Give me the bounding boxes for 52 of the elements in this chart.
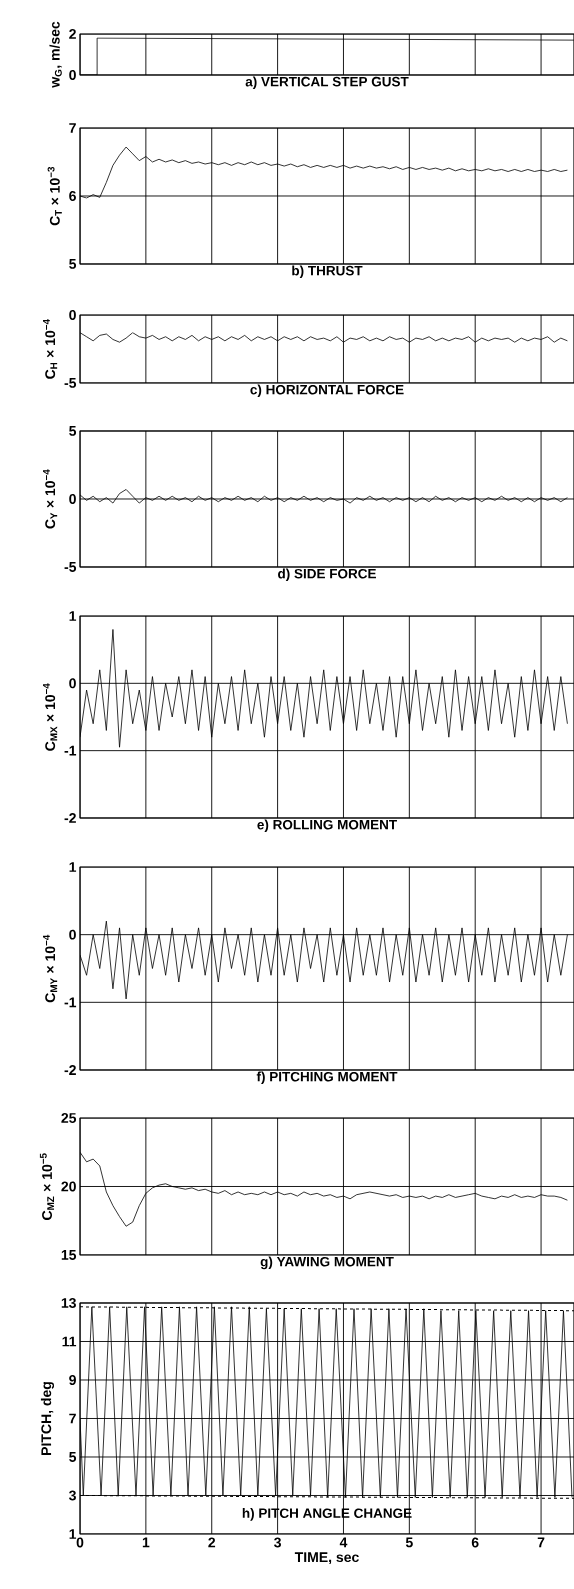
y-tick-label: 5 bbox=[69, 259, 77, 269]
x-tick-label: 1 bbox=[142, 1537, 150, 1548]
y-axis-title: C$_{MZ}$ × 10$^{−5}$ bbox=[39, 1153, 55, 1220]
y-axis-title: C$_{MY}$ × 10$^{−4}$ bbox=[43, 934, 58, 1003]
y-tick-label: 9 bbox=[69, 1375, 76, 1385]
y-axis-title: PITCH, deg bbox=[40, 1382, 55, 1455]
y-tick-label: 25 bbox=[61, 1113, 77, 1123]
x-axis-title: TIME, sec bbox=[294, 1552, 359, 1565]
y-tick-label: 20 bbox=[61, 1181, 76, 1192]
y-tick-label: 0 bbox=[69, 310, 76, 320]
y-tick-label: -5 bbox=[64, 562, 77, 572]
y-tick-label: 3 bbox=[68, 1490, 76, 1501]
y-tick-label: 0 bbox=[69, 678, 76, 689]
y-tick-label: 0 bbox=[69, 494, 76, 504]
y-tick-label: 2 bbox=[69, 29, 76, 39]
text: c) HORIZONTAL FORCE bbox=[250, 384, 404, 398]
text: a) VERTICAL STEP GUST bbox=[245, 76, 409, 90]
y-tick-label: 7 bbox=[69, 1413, 76, 1424]
x-tick-label: 4 bbox=[339, 1537, 348, 1548]
y-tick-label: 0 bbox=[69, 929, 76, 940]
x-tick-label: 2 bbox=[208, 1537, 216, 1548]
x-tick-label: 0 bbox=[76, 1537, 84, 1548]
y-tick-label: -1 bbox=[64, 745, 77, 756]
y-tick-label: -5 bbox=[64, 378, 77, 388]
y-tick-label: 11 bbox=[62, 1336, 77, 1347]
y-tick-label: 6 bbox=[69, 191, 76, 201]
y-axis-title: C$_{H}$ × 10$^{−4}$ bbox=[43, 319, 58, 379]
text: e) ROLLING MOMENT bbox=[257, 819, 397, 833]
x-tick-label: 6 bbox=[471, 1537, 479, 1548]
text: g) YAWING MOMENT bbox=[260, 1256, 394, 1270]
y-axis-title: C$_{T}$ × 10$^{−3}$ bbox=[47, 166, 62, 226]
y-tick-label: 5 bbox=[69, 1452, 77, 1462]
y-axis-title: C$_{MX}$ × 10$^{−4}$ bbox=[43, 683, 58, 751]
y-axis-title: C$_{Y}$ × 10$^{−4}$ bbox=[43, 469, 58, 529]
y-tick-label: 1 bbox=[69, 611, 77, 621]
text: d) SIDE FORCE bbox=[278, 568, 376, 582]
x-tick-label: 5 bbox=[405, 1537, 413, 1548]
x-tick-label: 7 bbox=[537, 1537, 545, 1548]
y-tick-label: -1 bbox=[64, 997, 77, 1008]
text: f) PITCHING MOMENT bbox=[256, 1071, 398, 1085]
y-tick-label: 0 bbox=[69, 70, 76, 80]
y-tick-label: 15 bbox=[61, 1250, 77, 1260]
y-tick-label: 7 bbox=[69, 123, 76, 133]
y-axis-title: w$_{G}$, m/sec bbox=[49, 21, 62, 88]
y-tick-label: -2 bbox=[64, 813, 76, 823]
x-tick-label: 3 bbox=[274, 1537, 281, 1548]
y-tick-label: -2 bbox=[64, 1065, 76, 1075]
y-tick-label: 13 bbox=[61, 1298, 76, 1308]
y-tick-label: 5 bbox=[69, 426, 77, 436]
text: b) THRUST bbox=[292, 265, 363, 279]
y-tick-label: 1 bbox=[69, 1529, 77, 1539]
y-tick-label: 1 bbox=[69, 862, 77, 872]
